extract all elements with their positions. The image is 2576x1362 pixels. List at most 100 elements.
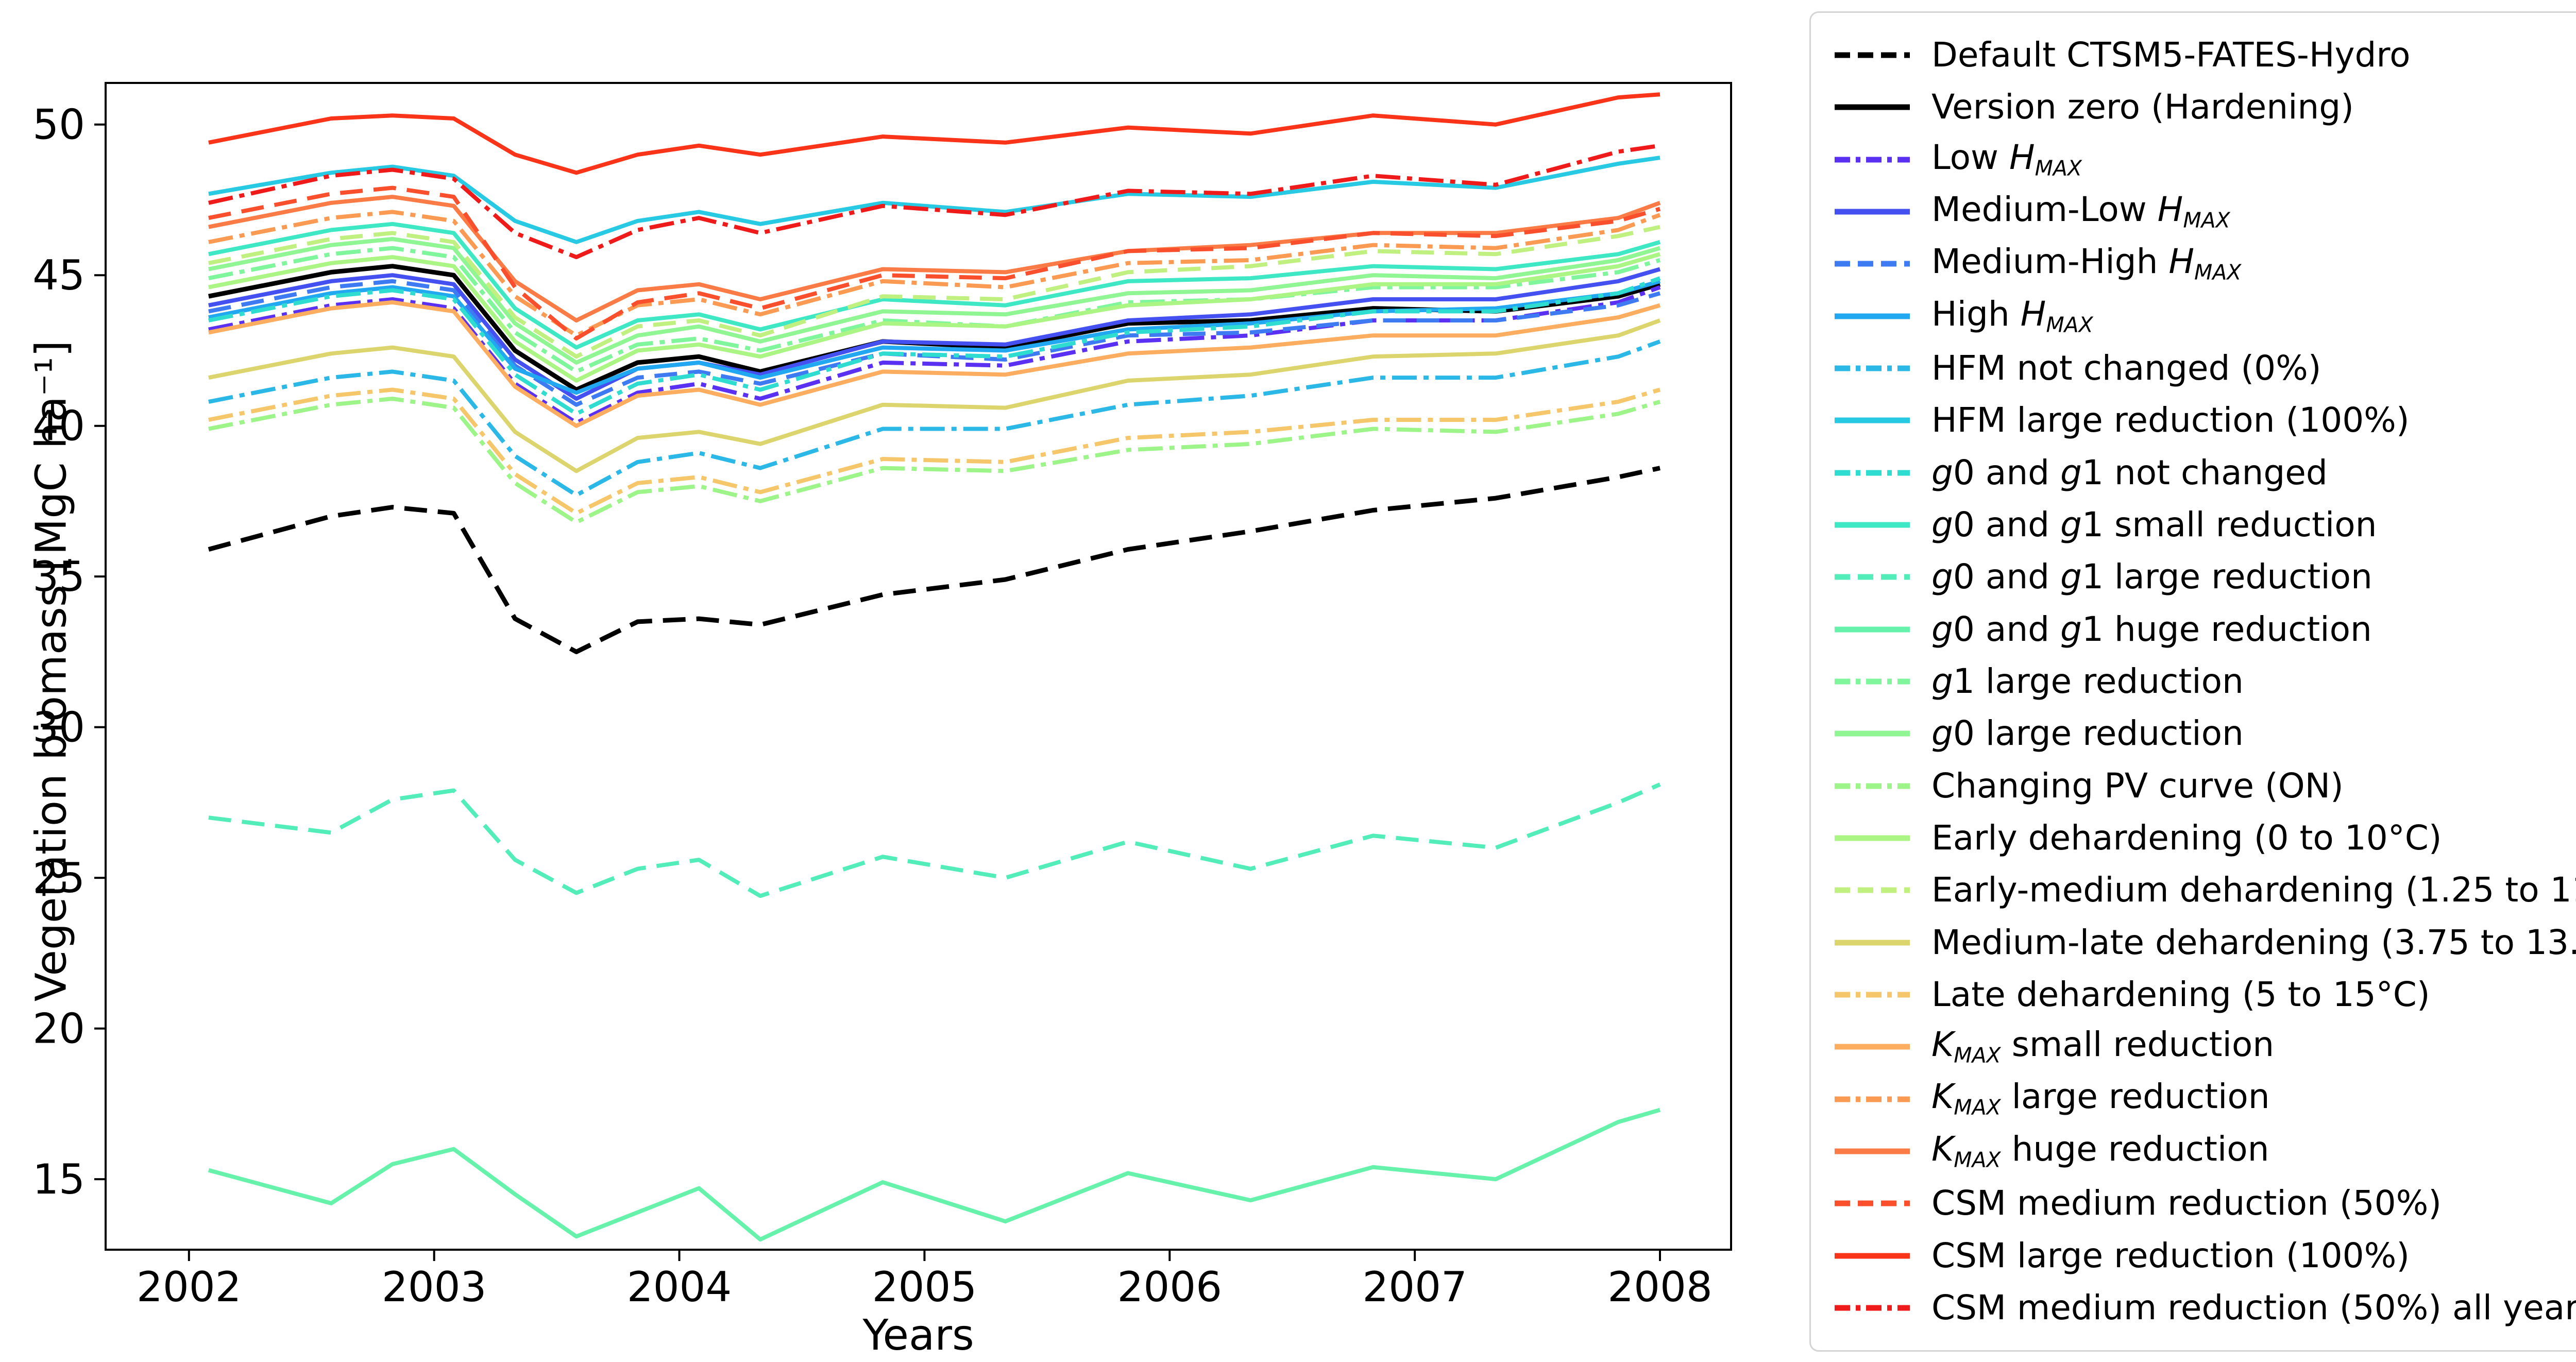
legend-item-high-hmax: High HMAX [1834, 292, 2576, 341]
legend-label: High HMAX [1931, 294, 2093, 337]
legend-box: Default CTSM5-FATES-Hydro Version zero (H… [1809, 11, 2576, 1352]
legend-item-kmax-huge: KMAX huge reduction [1834, 1127, 2576, 1176]
legend-sample-line-solid [1835, 104, 1910, 110]
legend-item-changing-pv: Changing PV curve (ON) [1834, 761, 2576, 811]
y-tick-label: 30 [32, 704, 85, 752]
y-tick-label: 20 [32, 1005, 85, 1053]
series-line-g0g1-large [208, 782, 1661, 898]
y-axis-label: Vegetation biomass [MgC ha⁻¹] [27, 340, 76, 1002]
x-tick-label: 2007 [1362, 1263, 1467, 1311]
series-line-medlow-hmax [208, 267, 1661, 401]
x-tick-label: 2008 [1607, 1263, 1713, 1311]
legend-label: KMAX huge reduction [1931, 1129, 2269, 1172]
series-line-hfm-large [208, 156, 1660, 244]
series-line-g0g1-not-changed [208, 276, 1661, 416]
legend-label: Medium-High HMAX [1931, 242, 2242, 285]
series-line-csm-medium-all-year [208, 143, 1660, 260]
legend-item-medlow-hmax: Medium-Low HMAX [1834, 187, 2576, 236]
legend-label: g1 large reduction [1931, 661, 2244, 701]
legend-sample-line-dashdot [1835, 992, 1910, 998]
legend-label: Low HMAX [1931, 137, 2082, 180]
series-line-hfm-not-changed [208, 339, 1661, 498]
legend-label: Version zero (Hardening) [1931, 87, 2354, 127]
series-line-medhigh-hmax [208, 279, 1661, 407]
legend-label: g0 and g1 large reduction [1931, 557, 2372, 597]
y-tick-label: 15 [32, 1155, 85, 1203]
legend-sample-line-dashdot [1835, 470, 1910, 476]
legend-item-medhigh-hmax: Medium-High HMAX [1834, 239, 2576, 288]
y-tick-label: 35 [32, 553, 85, 601]
legend-label: Early dehardening (0 to 10°C) [1931, 818, 2442, 858]
x-tick-label: 2005 [872, 1263, 977, 1311]
legend-sample-line-dashdot [1835, 365, 1910, 371]
series-line-kmax-large [208, 210, 1661, 338]
legend-sample-line-solid [1835, 835, 1910, 841]
legend-sample-line-dashed [1835, 887, 1910, 893]
legend-item-csm-medium: CSM medium reduction (50%) [1834, 1179, 2576, 1228]
legend-sample-line-dashdot [1835, 783, 1910, 789]
series-line-early-medium-dehardening [208, 225, 1660, 359]
legend-sample-line-dashdot [1835, 1305, 1910, 1311]
y-tick-label: 40 [32, 402, 85, 450]
legend-item-early-medium-dehardening: Early-medium dehardening (1.25 to 11.25°… [1834, 865, 2576, 915]
legend-label: CSM medium reduction (50%) all year [1931, 1287, 2576, 1327]
legend-sample-line-solid [1835, 730, 1910, 737]
legend-sample-line-solid [1835, 209, 1910, 215]
legend-sample-line-solid [1835, 1253, 1910, 1259]
series-line-csm-large [208, 92, 1660, 175]
legend-item-low-hmax: Low HMAX [1834, 135, 2576, 184]
legend-item-medium-late-dehardening: Medium-late dehardening (3.75 to 13.75°C… [1834, 918, 2576, 967]
legend-sample-line-dashdot [1835, 157, 1910, 163]
x-tick-label: 2004 [627, 1263, 732, 1311]
legend-label: g0 and g1 huge reduction [1931, 609, 2372, 649]
legend-label: KMAX small reduction [1931, 1025, 2275, 1068]
legend-sample-line-solid [1835, 940, 1910, 946]
series-line-kmax-small [208, 300, 1661, 428]
legend-item-version-zero: Version zero (Hardening) [1834, 82, 2576, 132]
legend-sample-line-solid [1835, 313, 1910, 319]
series-line-early-dehardening [208, 252, 1661, 383]
legend-item-hfm-large: HFM large reduction (100%) [1834, 396, 2576, 445]
y-tick-label: 45 [32, 251, 85, 299]
legend-item-g0g1-large: g0 and g1 large reduction [1834, 552, 2576, 602]
legend-sample-line-solid [1835, 1044, 1910, 1050]
legend-label: Early-medium dehardening (1.25 to 11.25°… [1931, 870, 2576, 910]
legend-sample-line-dashdot [1835, 678, 1910, 685]
legend-label: Medium-late dehardening (3.75 to 13.75°C… [1931, 922, 2576, 962]
series-line-default-ctsm5 [208, 466, 1660, 654]
legend-label: g0 and g1 not changed [1931, 452, 2328, 492]
series-line-late-dehardening [208, 387, 1661, 516]
legend-item-kmax-large: KMAX large reduction [1834, 1075, 2576, 1124]
legend-sample-line-solid [1835, 522, 1910, 528]
plot-border [105, 82, 1732, 1251]
x-axis-label: Years [862, 1311, 974, 1360]
legend-item-csm-medium-all-year: CSM medium reduction (50%) all year [1834, 1283, 2576, 1333]
series-line-low-hmax [208, 285, 1661, 425]
legend-sample-line-solid [1835, 1148, 1910, 1154]
legend-item-csm-large: CSM large reduction (100%) [1834, 1231, 2576, 1281]
legend-item-g1-large: g1 large reduction [1834, 657, 2576, 706]
series-line-medium-late-dehardening [208, 318, 1661, 473]
legend-item-late-dehardening: Late dehardening (5 to 15°C) [1834, 970, 2576, 1019]
legend-label: g0 and g1 small reduction [1931, 504, 2377, 544]
legend-label: g0 large reduction [1931, 713, 2244, 754]
series-line-g0g1-huge [208, 1108, 1661, 1242]
legend-label: Changing PV curve (ON) [1931, 765, 2344, 806]
legend-label: Late dehardening (5 to 15°C) [1931, 974, 2430, 1014]
legend-item-g0g1-huge: g0 and g1 huge reduction [1834, 605, 2576, 654]
legend-sample-line-solid [1835, 417, 1910, 423]
series-line-kmax-huge [208, 195, 1661, 322]
legend-sample-line-dashed [1835, 1200, 1910, 1206]
legend-label: Default CTSM5-FATES-Hydro [1931, 35, 2411, 75]
legend-label: KMAX large reduction [1931, 1077, 2270, 1120]
series-line-g1-large [208, 246, 1661, 374]
legend-item-hfm-not-changed: HFM not changed (0%) [1834, 344, 2576, 393]
legend-item-g0g1-not-changed: g0 and g1 not changed [1834, 448, 2576, 498]
legend-sample-line-solid [1835, 626, 1910, 633]
legend-item-early-dehardening: Early dehardening (0 to 10°C) [1834, 813, 2576, 863]
legend-sample-line-dashed [1835, 261, 1910, 267]
legend-label: CSM large reduction (100%) [1931, 1235, 2410, 1275]
legend-label: HFM large reduction (100%) [1931, 400, 2410, 440]
